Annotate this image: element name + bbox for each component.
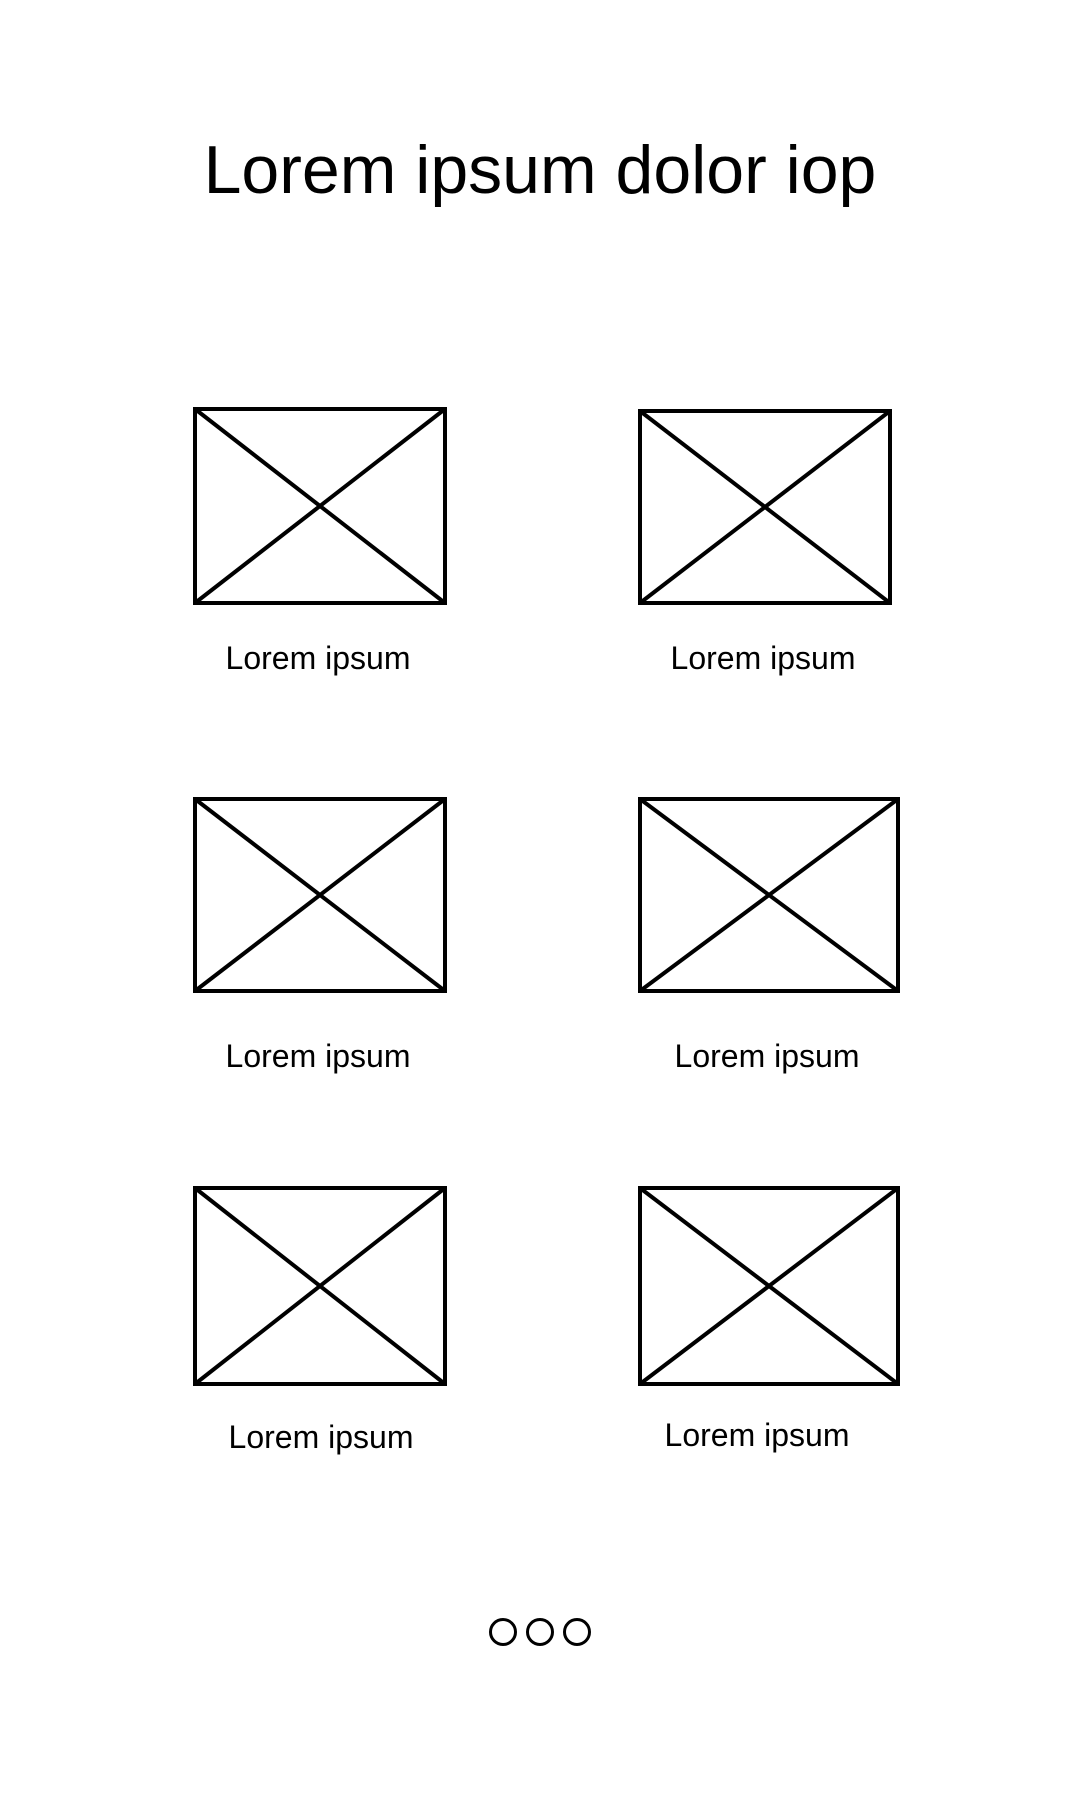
page-dot-icon[interactable] — [526, 1618, 554, 1646]
grid-item[interactable]: Lorem ipsum — [638, 1186, 900, 1466]
image-placeholder-icon — [193, 1186, 447, 1386]
grid-item-label: Lorem ipsum — [228, 1419, 414, 1455]
page-dot-icon[interactable] — [563, 1618, 591, 1646]
page-title: Lorem ipsum dolor iop — [203, 132, 877, 208]
grid-item[interactable]: Lorem ipsum — [193, 1186, 447, 1466]
grid-item[interactable]: Lorem ipsum — [638, 797, 900, 1077]
grid-item-label: Lorem ipsum — [225, 1038, 411, 1074]
grid-item-label: Lorem ipsum — [664, 1417, 850, 1453]
grid-item-label: Lorem ipsum — [674, 1038, 860, 1074]
page-dot-icon[interactable] — [489, 1618, 517, 1646]
image-placeholder-icon — [638, 797, 900, 995]
image-placeholder-icon — [193, 407, 447, 607]
image-placeholder-icon — [638, 1186, 900, 1386]
grid-item-label: Lorem ipsum — [670, 640, 856, 676]
image-placeholder-icon — [193, 797, 447, 995]
image-placeholder-icon — [638, 409, 892, 607]
grid-item-label: Lorem ipsum — [225, 640, 411, 676]
grid-item[interactable]: Lorem ipsum — [193, 797, 447, 1077]
grid-item[interactable]: Lorem ipsum — [638, 409, 892, 689]
grid-item[interactable]: Lorem ipsum — [193, 407, 447, 687]
page-indicator — [0, 1618, 1080, 1650]
